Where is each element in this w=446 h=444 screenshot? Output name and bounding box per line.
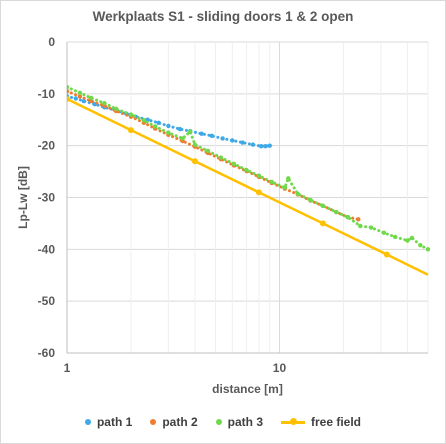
data-point-free-field [383,251,390,258]
legend-swatch [215,419,222,425]
data-point-path-3 [334,209,339,215]
data-point-path-3 [180,136,185,141]
data-point-free-field [319,220,326,227]
data-point-path-1 [199,131,204,136]
data-point-free-field [191,158,198,165]
data-point-path-3 [67,84,70,90]
legend-swatch [281,417,305,425]
data-point-path-1 [250,142,256,147]
data-point-path-1 [240,140,245,145]
y-tick-label: -20 [38,139,56,153]
data-point-path-3 [128,112,134,117]
data-point-path-1 [263,143,268,149]
data-point-path-3 [269,179,274,185]
data-point-path-3 [141,118,147,123]
legend-label: path 1 [96,415,133,429]
data-point-path-3 [187,129,193,134]
legend: path 1 path 2 path 3 free field [1,415,445,429]
x-tick-label: 10 [273,361,287,375]
x-tick-label: 1 [64,361,71,375]
data-point-path-3 [256,173,262,178]
data-point-free-field [67,96,70,103]
data-point-path-1 [73,96,78,101]
data-point-path-3 [295,191,301,197]
data-point-path-3 [418,242,423,248]
legend-swatch [84,419,91,425]
y-tick-label: 0 [48,35,55,49]
data-point-path-2 [356,217,361,222]
data-point-path-1 [156,120,161,126]
legend-item-path-1: path 1 [84,415,133,429]
data-point-path-2 [89,98,94,104]
data-point-path-3 [152,124,158,129]
data-point-path-3 [113,106,119,112]
data-point-path-3 [286,176,291,181]
data-point-path-3 [77,90,83,95]
data-point-path-1 [81,98,87,104]
y-tick-label: -30 [38,191,56,205]
data-point-path-3 [244,167,249,173]
data-point-path-3 [409,235,415,241]
series-path-3 [67,84,430,252]
series-line-free-field [67,97,429,276]
legend-item-path-3: path 3 [215,415,263,429]
legend-label: path 2 [162,415,198,429]
legend-item-free-field: free field [281,415,361,429]
data-point-path-3 [320,203,326,208]
data-point-path-3 [345,214,351,220]
data-point-path-1 [258,143,264,149]
series-free-field [67,96,429,276]
legend-label: path 3 [227,415,263,429]
x-axis-title: distance [m] [212,382,283,396]
data-point-path-3 [405,238,410,243]
data-point-path-3 [102,100,107,106]
data-point-path-3 [205,148,211,154]
data-point-path-3 [381,230,387,235]
y-tick-label: -40 [38,242,56,256]
y-tick-label: -50 [38,294,56,308]
legend-item-path-2: path 2 [150,415,198,429]
y-axis-title: Lp-Lw [dB] [16,166,30,229]
y-tick-label: -60 [38,346,56,360]
legend-label: free field [311,415,362,429]
data-point-path-3 [392,234,398,240]
data-point-path-3 [89,95,94,101]
data-point-path-1 [267,143,272,148]
data-point-path-3 [308,197,313,203]
data-point-path-1 [209,133,214,139]
data-point-free-field [127,127,134,134]
series-trail-path-1 [67,94,272,148]
data-point-path-3 [368,225,374,230]
data-point-path-3 [425,247,430,252]
data-point-path-3 [218,155,224,160]
data-point-path-3 [192,142,198,147]
data-point-path-2 [67,89,70,94]
data-point-path-1 [220,136,225,141]
data-point-path-1 [166,123,171,129]
legend-swatch [150,419,157,425]
data-point-path-1 [230,138,235,143]
data-point-path-3 [282,185,288,190]
y-tick-label: -10 [38,87,56,101]
data-point-path-1 [177,126,183,132]
data-point-path-3 [358,223,363,229]
data-point-path-3 [231,161,237,167]
data-point-path-2 [77,94,83,99]
chart-title: Werkplaats S1 - sliding doors 1 & 2 open [92,9,354,24]
data-point-path-3 [166,130,171,135]
data-point-free-field [255,189,262,196]
